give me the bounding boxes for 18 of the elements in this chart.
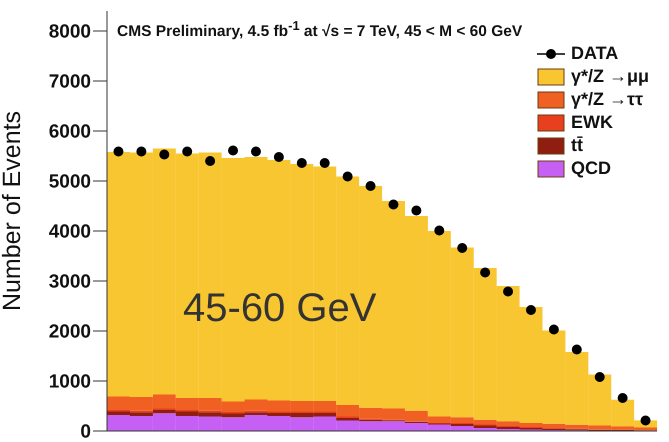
legend-label: γ*/Z →μμ [570,66,649,87]
y-tick-label: 8000 [48,22,91,43]
y-tick-label: 7000 [48,72,91,93]
text: CMS Preliminary, 4.5 fb$^{-1}$ at √s = 7 TeV, 45 < M < 60 GeV [117,18,522,42]
y-axis-title: Number of Events [0,110,26,312]
legend-label: QCD [570,158,611,179]
y-tick-label: 2000 [48,322,91,343]
y-tick-label: 4000 [48,222,91,243]
legend-label: γ*/Z →ττ [570,89,644,110]
legend-label: DATA [570,43,618,64]
y-tick-label: 6000 [48,122,91,143]
y-tick-label: 1000 [48,372,91,393]
y-tick-label: 0 [80,422,91,442]
legend-label: tt̄ [570,135,583,156]
y-tick-label: 5000 [48,172,91,193]
y-tick-label: 3000 [48,272,91,293]
legend-label: EWK [570,112,613,133]
annotation: 45-60 GeV [183,286,376,331]
